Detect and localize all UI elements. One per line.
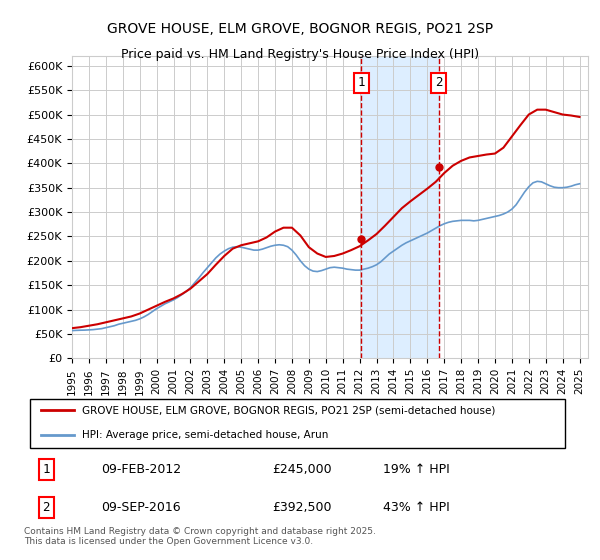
Text: 43% ↑ HPI: 43% ↑ HPI — [383, 501, 449, 514]
Text: £392,500: £392,500 — [272, 501, 332, 514]
Text: 1: 1 — [43, 463, 50, 476]
Text: 09-SEP-2016: 09-SEP-2016 — [101, 501, 181, 514]
Text: £245,000: £245,000 — [272, 463, 332, 476]
Text: 2: 2 — [435, 76, 443, 90]
Text: Contains HM Land Registry data © Crown copyright and database right 2025.
This d: Contains HM Land Registry data © Crown c… — [24, 526, 376, 546]
FancyBboxPatch shape — [29, 399, 565, 448]
Text: 19% ↑ HPI: 19% ↑ HPI — [383, 463, 449, 476]
Text: 1: 1 — [358, 76, 365, 90]
Text: GROVE HOUSE, ELM GROVE, BOGNOR REGIS, PO21 2SP (semi-detached house): GROVE HOUSE, ELM GROVE, BOGNOR REGIS, PO… — [82, 405, 496, 416]
Text: HPI: Average price, semi-detached house, Arun: HPI: Average price, semi-detached house,… — [82, 430, 328, 440]
Text: 2: 2 — [43, 501, 50, 514]
Bar — [361, 56, 439, 358]
Text: 09-FEB-2012: 09-FEB-2012 — [101, 463, 181, 476]
Text: Price paid vs. HM Land Registry's House Price Index (HPI): Price paid vs. HM Land Registry's House … — [121, 48, 479, 60]
Text: GROVE HOUSE, ELM GROVE, BOGNOR REGIS, PO21 2SP: GROVE HOUSE, ELM GROVE, BOGNOR REGIS, PO… — [107, 22, 493, 36]
